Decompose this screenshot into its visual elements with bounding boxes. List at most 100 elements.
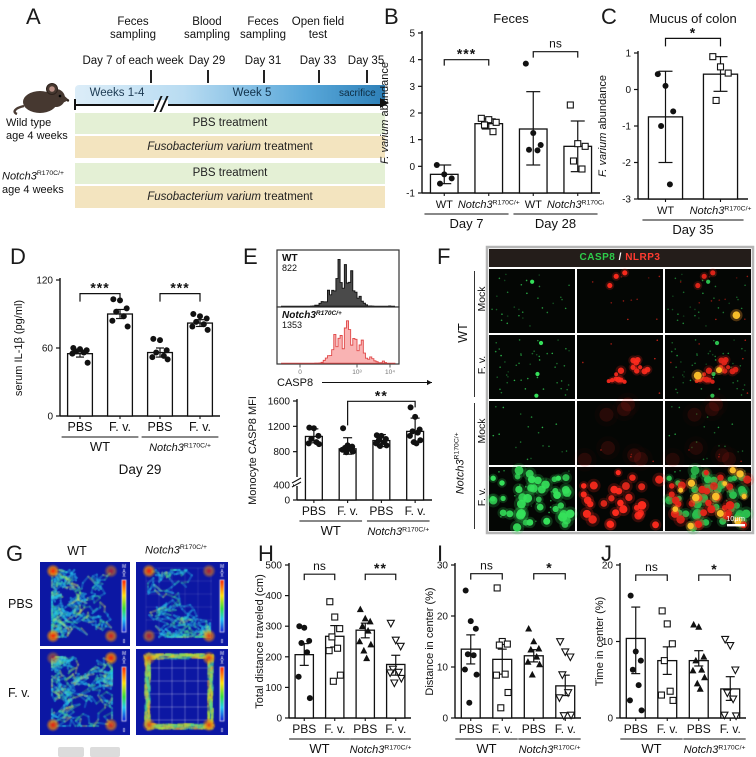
svg-text:Day 28: Day 28 [535, 216, 576, 231]
svg-text:F. v.: F. v. [555, 722, 576, 736]
timeline-tick [366, 70, 368, 83]
panel-a-letter: A [26, 4, 41, 29]
svg-text:30: 30 [437, 561, 449, 572]
svg-text:WT: WT [321, 523, 341, 538]
panel-c-letter: C [601, 4, 617, 29]
svg-text:F. v.: F. v. [657, 722, 678, 736]
panel-b-letter: B [384, 4, 399, 29]
svg-text:Notch3R170C/+: Notch3R170C/+ [519, 744, 581, 756]
svg-text:0: 0 [607, 714, 613, 725]
watermark-fragment [90, 747, 120, 757]
timeline-tick [207, 70, 209, 83]
heatmap-wt-fv [40, 649, 130, 735]
panel-j-letter: J [601, 541, 612, 566]
fusobacterium-rest: treatment [260, 141, 313, 153]
svg-text:0: 0 [442, 714, 448, 725]
svg-text:0: 0 [625, 85, 631, 96]
timeline-tick [150, 70, 152, 83]
svg-text:PBS: PBS [687, 722, 711, 736]
svg-text:Notch3R170C/+: Notch3R170C/+ [350, 744, 412, 756]
svg-text:100: 100 [265, 683, 282, 694]
panel-g-letter: G [6, 541, 24, 566]
svg-text:1200: 1200 [268, 422, 291, 433]
panel-d-letter: D [10, 244, 26, 269]
watermark-fragment [58, 747, 84, 757]
chart-casp8: 0 400 800 1200 1600 ** PBS F. v. PBS F. v. WT Notch… [240, 244, 440, 545]
svg-text:WT: WT [525, 199, 542, 211]
svg-text:PBS: PBS [522, 722, 546, 736]
svg-text:0: 0 [298, 369, 302, 376]
notch3-sup: R170C/+ [179, 544, 207, 551]
svg-text:PBS: PBS [624, 722, 648, 736]
chart-time-center: 0 10 20 ns * PBS F. v. PBS F. v. WT Notch3R170C/+ T… [594, 540, 756, 757]
timeline-axis-start-tick [74, 99, 76, 110]
svg-text:F. v.: F. v. [109, 420, 131, 434]
svg-text:0: 0 [284, 496, 290, 507]
svg-text:Notch3R170C/+: Notch3R170C/+ [684, 744, 746, 756]
fusobacterium-rest: treatment [260, 191, 313, 203]
svg-text:Time in center (%): Time in center (%) [595, 597, 606, 686]
notch3-line1: Notch3R170C/+ [2, 167, 76, 184]
fusobacterium-italic: Fusobacterium varium [147, 191, 261, 203]
svg-text:-2: -2 [622, 158, 631, 169]
svg-text:PBS: PBS [292, 722, 316, 736]
serum-il1b-chart: 0 60 120 *** *** PBS F. v. PBS F. v. WT Notch3R170… [13, 276, 220, 477]
day-label-35: Day 35 [347, 55, 385, 67]
svg-text:10³: 10³ [352, 369, 362, 376]
monocyte-casp8-mfi-chart: 0 400 800 1200 1600 ** PBS F. v. PBS F. v. WT Notch… [247, 249, 432, 538]
svg-text:Notch3R170C/+: Notch3R170C/+ [282, 310, 342, 321]
total-distance-chart: 0 100 200 300 400 500 ns ** PBS F. v. PBS F. v. WT No… [254, 559, 412, 756]
svg-text:10⁴: 10⁴ [385, 369, 395, 376]
svg-text:Notch3R170C/+: Notch3R170C/+ [458, 199, 520, 211]
svg-text:WT: WT [641, 741, 661, 756]
svg-text:400: 400 [273, 481, 290, 492]
day-label-7: Day 7 of each week [82, 55, 184, 67]
svg-text:F. v.: F. v. [720, 722, 741, 736]
svg-text:20: 20 [602, 561, 614, 572]
svg-text:WT: WT [476, 741, 496, 756]
g-row-pbs: PBS [8, 597, 34, 611]
openfield-panel: WT Notch3R170C/+ PBS F. v. [0, 540, 260, 757]
svg-text:822: 822 [282, 263, 297, 273]
notch3-italic: Notch3 [145, 544, 180, 557]
panel-e-letter: E [243, 244, 258, 269]
svg-text:PBS: PBS [147, 420, 172, 434]
svg-text:Notch3R170C/+: Notch3R170C/+ [367, 526, 429, 538]
panel-h-letter: H [258, 541, 274, 566]
svg-text:Day 7: Day 7 [450, 216, 484, 231]
svg-text:-1: -1 [622, 122, 631, 133]
timeline-axis [75, 104, 381, 106]
svg-text:10: 10 [437, 663, 449, 674]
notch3-italic: Notch3 [454, 459, 467, 495]
mucus-abundance-chart: -3 -2 -1 0 1 * WT Notch3R170C/+ Day 35 Mucus of c… [597, 11, 751, 237]
svg-text:WT: WT [309, 741, 329, 756]
mouse-icon [13, 83, 70, 116]
svg-text:120: 120 [36, 276, 53, 287]
svg-text:10μm: 10μm [726, 514, 745, 523]
svg-text:F. v.: F. v. [385, 722, 406, 736]
heatmap-notch3-pbs [136, 562, 228, 646]
svg-text:0: 0 [47, 412, 53, 423]
svg-text:F. varium abundance: F. varium abundance [379, 62, 391, 164]
svg-text:WT: WT [436, 199, 453, 211]
channel-header: CASP8 / NLRP3 [489, 252, 751, 263]
chart-distance-center: 0 10 20 30 ns * PBS F. v. PBS F. v. WT Notch3R170C/… [424, 540, 605, 757]
svg-text:2: 2 [409, 109, 415, 120]
chart-mucus: -3 -2 -1 0 1 * WT Notch3R170C/+ Day 35 Mucus of c… [597, 5, 756, 250]
axis-break-gap [154, 100, 168, 109]
svg-text:WT: WT [657, 205, 674, 217]
chart-serum-il1b: 0 60 120 *** *** PBS F. v. PBS F. v. WT Notch3R170… [8, 244, 240, 501]
timeline-tick [318, 70, 320, 83]
casp8-header-label: CASP8 [579, 252, 616, 263]
wt-pbs-band: PBS treatment [75, 113, 385, 134]
f-bracket-wt [474, 271, 475, 397]
notch3-pbs-band: PBS treatment [75, 163, 385, 184]
g-col-wt: WT [67, 544, 87, 558]
svg-text:WT: WT [90, 439, 110, 454]
svg-text:***: *** [457, 46, 476, 62]
svg-text:Day 35: Day 35 [672, 222, 713, 237]
notch3-fv-band: Fusobacterium varium treatment [75, 186, 385, 208]
svg-text:CASP8: CASP8 [277, 377, 313, 389]
day-label-31: Day 31 [244, 55, 282, 67]
svg-text:PBS: PBS [353, 722, 377, 736]
